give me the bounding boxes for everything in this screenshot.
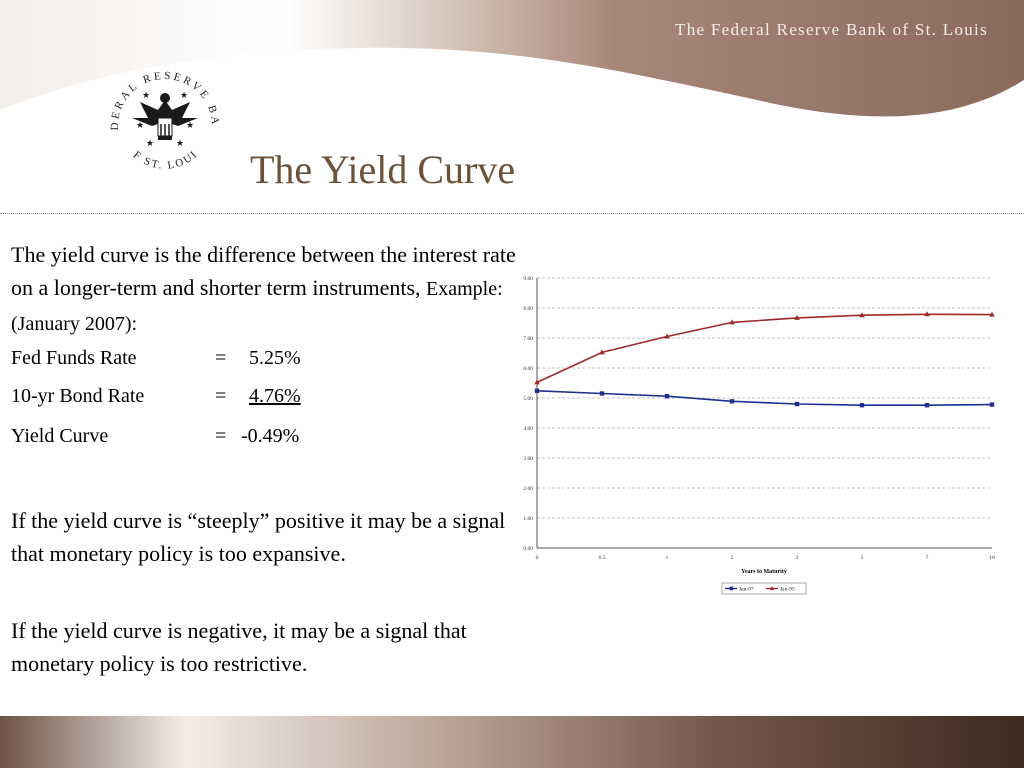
intro-text: The yield curve is the difference betwee…: [11, 242, 516, 300]
yield-curve-chart: 0.00 1.00 2.00 3.00 4.00 5.00 6.00 7.00 8.00 9.00…: [523, 276, 995, 595]
data-point: [729, 399, 735, 404]
data-point: [534, 388, 540, 393]
positive-curve-paragraph: If the yield curve is “steeply” positive…: [11, 508, 506, 566]
data-point: [859, 312, 865, 318]
x-tick-label: 3: [796, 555, 799, 561]
data-point: [989, 311, 995, 317]
data-point: [664, 394, 670, 399]
y-axis-ticks: 0.00 1.00 2.00 3.00 4.00 5.00 6.00 7.00 8.00 9.00: [523, 276, 533, 552]
x-tick-label: 5: [861, 555, 864, 561]
x-tick-label: 7: [926, 555, 929, 561]
x-axis-ticks: 0 0.5 1 2 3 5 7 10: [536, 555, 995, 561]
svg-text:★: ★: [136, 121, 144, 131]
rate-equals: =: [215, 385, 227, 407]
rate-label: Fed Funds Rate: [11, 347, 137, 369]
rate-label: Yield Curve: [11, 425, 109, 447]
data-point: [924, 311, 930, 317]
title-divider: [0, 213, 1024, 214]
svg-text:★: ★: [176, 139, 184, 149]
x-tick-label: 0.5: [599, 555, 606, 561]
data-point: [599, 391, 605, 396]
rate-label: 10-yr Bond Rate: [11, 385, 145, 407]
data-point: [664, 333, 670, 339]
y-tick-label: 8.00: [523, 306, 533, 312]
x-tick-label: 2: [731, 555, 734, 561]
y-tick-label: 2.00: [523, 486, 533, 492]
legend-marker: [729, 586, 734, 591]
data-point: [794, 314, 800, 320]
y-tick-label: 0.00: [523, 546, 533, 552]
y-tick-label: 5.00: [523, 396, 533, 402]
y-tick-label: 6.00: [523, 366, 533, 372]
y-tick-label: 1.00: [523, 516, 533, 522]
chart-series: [534, 311, 995, 408]
legend-label: Jan-07: [739, 587, 754, 593]
chart-legend: Jan-07 Jan-95: [721, 582, 807, 595]
chart-grid: [537, 277, 992, 519]
x-axis-label: Years to Maturity: [741, 569, 787, 575]
legend-marker: [769, 586, 775, 591]
data-point: [859, 403, 865, 408]
x-tick-label: 10: [989, 555, 995, 561]
example-label: Example: (January 2007):: [11, 278, 503, 335]
data-point: [794, 401, 800, 407]
svg-text:★: ★: [186, 121, 194, 131]
slide-title: The Yield Curve: [250, 147, 516, 192]
svg-text:★: ★: [180, 91, 188, 101]
rate-equals: =: [215, 425, 227, 447]
rate-value: 5.25%: [249, 347, 301, 369]
data-point: [599, 349, 605, 355]
series-line-jan-95: [536, 313, 993, 384]
data-point: [989, 402, 995, 407]
data-point: [924, 403, 930, 408]
brand-name: The Federal Reserve Bank of St. Louis: [675, 20, 988, 39]
y-tick-label: 4.00: [523, 426, 533, 432]
svg-text:★: ★: [142, 91, 150, 101]
legend-box: [721, 582, 807, 595]
footer-band: [0, 716, 1024, 768]
intro-paragraph: The yield curve is the difference betwee…: [11, 238, 541, 341]
y-tick-label: 3.00: [523, 456, 533, 462]
data-point: [729, 319, 735, 325]
y-tick-label: 7.00: [523, 336, 533, 342]
federal-reserve-seal-logo: FEDERAL RESERVE BANK OF ST. LOUIS ★★ ★★ …: [100, 58, 218, 172]
rate-value: -0.49%: [241, 425, 300, 447]
rate-equals: =: [215, 347, 227, 369]
series-line-jan-07: [536, 390, 993, 406]
legend-label: Jan-95: [780, 587, 795, 593]
x-tick-label: 1: [666, 555, 669, 561]
svg-text:★: ★: [146, 139, 154, 149]
negative-curve-paragraph: If the yield curve is negative, it may b…: [11, 618, 467, 676]
y-tick-label: 9.00: [523, 276, 533, 282]
data-point: [534, 379, 540, 385]
x-tick-label: 0: [536, 555, 539, 561]
rate-value: 4.76%: [249, 385, 301, 407]
